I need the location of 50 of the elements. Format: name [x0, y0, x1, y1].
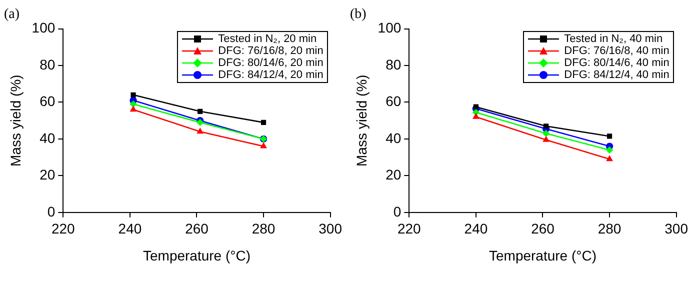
y-tick-label: 60	[386, 93, 402, 110]
legend-label: DFG: 84/12/4, 20 min	[218, 68, 324, 81]
y-axis-title: Mass yield (%)	[7, 74, 24, 166]
y-tick-label: 100	[378, 20, 402, 36]
x-tick-label: 300	[318, 220, 342, 237]
legend-label: DFG: 84/12/4, 40 min	[564, 68, 670, 81]
chart-title: (a)	[4, 7, 20, 22]
x-tick-label: 260	[185, 220, 209, 237]
x-tick-label: 260	[531, 220, 555, 237]
x-tick-label: 280	[252, 220, 276, 237]
y-tick-label: 60	[40, 93, 56, 110]
x-tick-label: 240	[464, 220, 488, 237]
y-tick-label: 20	[386, 166, 402, 183]
point	[544, 124, 549, 129]
y-axis-title: Mass yield (%)	[353, 74, 370, 166]
x-axis-title: Temperature (°C)	[142, 247, 250, 264]
point	[473, 104, 478, 110]
legend-label: DFG: 76/16/8, 20 min	[218, 44, 324, 57]
point	[606, 146, 614, 154]
y-tick-label: 80	[386, 56, 402, 72]
x-tick-label: 280	[598, 220, 622, 237]
point	[196, 128, 204, 134]
legend-label: DFG: 80/14/6, 40 min	[564, 56, 670, 69]
chart-title: (b)	[350, 7, 367, 22]
x-tick-label: 240	[118, 220, 142, 237]
x-axis-title: Temperature (°C)	[488, 247, 596, 264]
x-tick-label: 220	[51, 220, 76, 237]
y-tick-label: 20	[40, 166, 56, 183]
point	[542, 136, 550, 142]
x-tick-label: 220	[397, 220, 422, 237]
point	[542, 130, 550, 138]
legend-label: Tested in N₂, 20 min	[218, 32, 317, 45]
point	[260, 142, 267, 148]
point	[198, 108, 203, 114]
point	[606, 134, 612, 139]
legend-label: Tested in N₂, 40 min	[564, 32, 663, 45]
legend-label: DFG: 76/16/8, 40 min	[564, 44, 670, 57]
point	[260, 120, 266, 125]
y-tick-label: 100	[32, 20, 56, 36]
point	[606, 155, 613, 162]
point	[130, 106, 137, 112]
y-tick-label: 40	[40, 130, 56, 146]
y-tick-label: 0	[47, 203, 56, 220]
y-tick-label: 0	[393, 203, 402, 220]
x-tick-label: 300	[664, 220, 688, 237]
point	[472, 112, 480, 119]
point	[130, 92, 136, 98]
y-tick-label: 40	[386, 130, 402, 146]
y-tick-label: 80	[40, 56, 56, 72]
legend-label: DFG: 80/14/6, 20 min	[218, 56, 324, 69]
